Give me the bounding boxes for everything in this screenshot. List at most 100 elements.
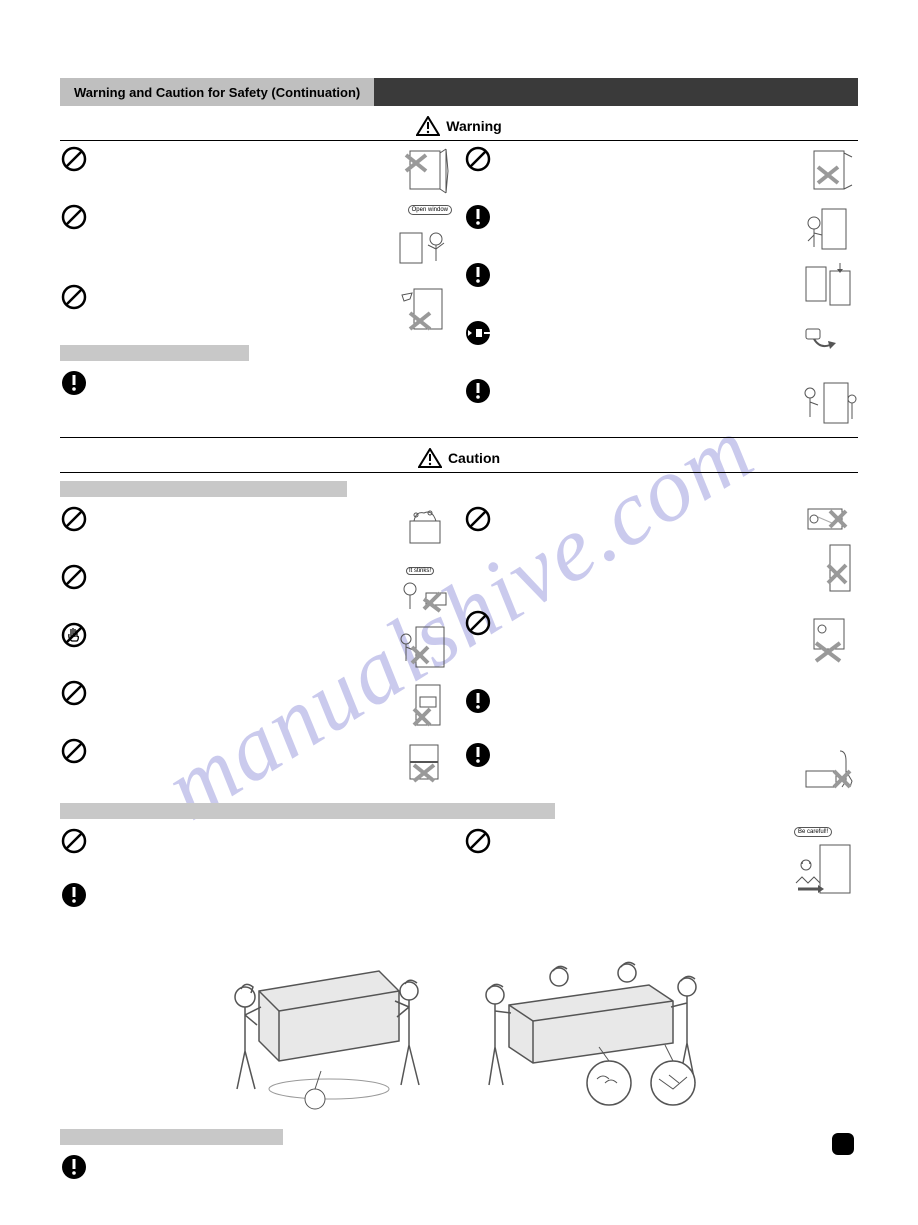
item-text: . <box>96 563 388 572</box>
caution-item: . <box>464 501 858 605</box>
item-text: . <box>500 145 792 154</box>
warning-item: . Open window <box>60 199 454 279</box>
unplug-icon <box>464 319 492 347</box>
item-text: . <box>500 827 782 836</box>
caution-item: . <box>60 877 454 931</box>
warning-item: . <box>60 141 454 199</box>
caution-columns-1: . . It stinks! . . <box>60 501 858 795</box>
warning-col-left: . . Open window . <box>60 141 454 431</box>
item-text: . <box>500 203 792 212</box>
illustration: Open window <box>396 203 454 275</box>
item-text: . <box>96 505 388 514</box>
illustration <box>800 203 858 253</box>
subheading-bar <box>60 1129 283 1145</box>
warning-item: . <box>464 315 858 373</box>
prohibit-icon <box>60 505 88 533</box>
caution-triangle-icon <box>418 448 442 468</box>
page-number-badge <box>832 1133 854 1155</box>
caution-item: . <box>464 737 858 795</box>
illustration <box>800 261 858 311</box>
caution-item: . <box>60 617 454 675</box>
illustration <box>800 609 858 669</box>
item-text: . <box>96 679 388 688</box>
illustration <box>396 145 454 195</box>
prohibit-icon <box>464 145 492 173</box>
page: Warning and Caution for Safety (Continua… <box>0 0 918 1225</box>
illustration <box>800 741 858 791</box>
mandatory-icon <box>60 1153 88 1181</box>
item-text: . <box>96 145 388 154</box>
mandatory-icon <box>464 741 492 769</box>
item-text: . <box>96 881 454 890</box>
item-text: . <box>500 261 792 270</box>
caution-item: . It stinks! <box>60 559 454 617</box>
warning-heading: Warning <box>60 106 858 141</box>
warning-triangle-icon <box>416 116 440 136</box>
item-text: . <box>96 827 454 836</box>
mandatory-icon <box>60 369 88 397</box>
prohibit-icon <box>60 679 88 707</box>
prohibit-icon <box>464 505 492 533</box>
speech-bubble: Be careful!! <box>794 827 832 837</box>
caution-item: . <box>464 605 858 683</box>
caution-col2-left: . . <box>60 823 454 931</box>
prohibit-icon <box>464 827 492 855</box>
item-text: . <box>96 203 388 212</box>
warning-item: . <box>60 279 454 337</box>
prohibit-icon <box>60 283 88 311</box>
item-text: . <box>500 687 858 696</box>
warning-item: . <box>464 373 858 431</box>
warning-columns: . . Open window . <box>60 141 858 431</box>
speech-bubble: It stinks! <box>406 567 434 575</box>
warning-label: Warning <box>446 118 501 134</box>
item-text: . <box>96 1153 858 1162</box>
item-text: . <box>500 741 792 750</box>
subheading-bar <box>60 803 555 819</box>
caution-label: Caution <box>448 450 500 466</box>
item-text: . <box>500 377 792 386</box>
illustration <box>396 621 454 671</box>
prohibit-icon <box>60 737 88 765</box>
item-text: . <box>500 319 792 328</box>
illustration <box>800 505 858 601</box>
caution-col-right: . . . . <box>464 501 858 795</box>
prohibit-icon <box>60 145 88 173</box>
warning-item: . <box>464 199 858 257</box>
item-text: . <box>96 737 388 746</box>
caution-item: . <box>60 733 454 791</box>
caution-item: . <box>464 683 858 737</box>
mandatory-icon <box>464 687 492 715</box>
warning-item: . <box>464 141 858 199</box>
illustration <box>396 737 454 787</box>
carry-four-people-illustration <box>459 951 719 1111</box>
caution-columns-2: . . . Be careful!! <box>60 823 858 931</box>
prohibit-icon <box>60 563 88 591</box>
illustration <box>800 145 858 195</box>
illustration <box>396 505 454 555</box>
prohibit-icon <box>60 827 88 855</box>
mandatory-icon <box>464 203 492 231</box>
illustration <box>800 319 858 369</box>
mandatory-icon <box>464 377 492 405</box>
illustration: It stinks! <box>396 563 454 613</box>
carry-two-people-illustration <box>199 951 439 1111</box>
item-text: . <box>96 621 388 630</box>
prohibit-icon <box>60 203 88 231</box>
caution-col2-right: . Be careful!! <box>464 823 858 931</box>
speech-bubble: Open window <box>408 205 452 215</box>
illustration <box>396 283 454 333</box>
mandatory-icon <box>464 261 492 289</box>
carrying-illustrations <box>60 931 858 1121</box>
subheading-bar <box>60 481 347 497</box>
caution-heading: Caution <box>60 438 858 473</box>
header-bar: Warning and Caution for Safety (Continua… <box>60 78 858 106</box>
illustration <box>396 679 454 729</box>
header-tab: Warning and Caution for Safety (Continua… <box>60 78 374 106</box>
caution-item: . <box>60 1149 858 1185</box>
illustration: Be careful!! <box>790 827 858 899</box>
caution-item: . <box>60 675 454 733</box>
item-text: . <box>96 369 454 378</box>
prohibit-icon <box>464 609 492 637</box>
item-text: . <box>500 505 792 514</box>
subheading-bar <box>60 345 249 361</box>
